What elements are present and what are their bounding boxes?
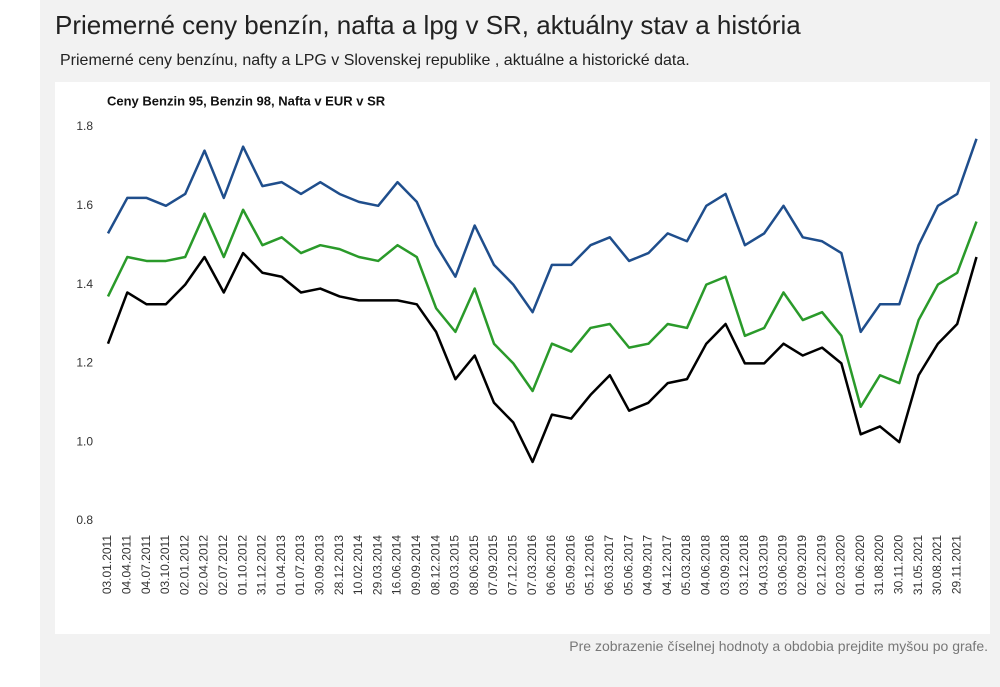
x-tick-label: 31.05.2021 xyxy=(911,535,925,595)
x-tick-label: 07.12.2015 xyxy=(505,535,519,595)
x-tick-label: 02.01.2012 xyxy=(177,535,191,595)
x-tick-label: 04.04.2011 xyxy=(119,535,133,594)
y-tick-label: 1.2 xyxy=(76,356,93,370)
series-line xyxy=(106,208,978,408)
x-tick-label: 04.06.2018 xyxy=(698,535,712,595)
x-tick-label: 07.09.2015 xyxy=(486,535,500,595)
x-tick-label: 05.06.2017 xyxy=(621,535,635,595)
x-tick-label: 03.10.2011 xyxy=(158,535,172,594)
y-tick-label: 1.4 xyxy=(76,277,93,291)
x-tick-label: 08.12.2014 xyxy=(428,535,442,595)
x-tick-label: 04.07.2011 xyxy=(139,535,153,594)
x-tick-label: 09.03.2015 xyxy=(448,535,462,595)
x-tick-label: 05.03.2018 xyxy=(679,535,693,595)
x-tick-label: 31.12.2012 xyxy=(255,535,269,595)
x-tick-label: 03.09.2018 xyxy=(718,535,732,595)
footer-note: Pre zobrazenie číselnej hodnoty a obdobi… xyxy=(569,638,988,654)
x-tick-label: 06.06.2016 xyxy=(544,535,558,595)
series-line xyxy=(106,251,978,464)
x-tick-label: 02.03.2020 xyxy=(834,535,848,595)
page-title: Priemerné ceny benzín, nafta a lpg v SR,… xyxy=(55,10,801,40)
x-tick-label: 16.06.2014 xyxy=(390,535,404,595)
x-tick-label: 01.04.2013 xyxy=(274,535,288,595)
x-tick-label: 07.03.2016 xyxy=(525,535,539,595)
series-line xyxy=(106,138,978,334)
y-tick-label: 1.8 xyxy=(76,119,93,133)
y-tick-label: 0.8 xyxy=(76,513,93,527)
x-tick-label: 03.12.2018 xyxy=(737,535,751,595)
x-tick-label: 29.11.2021 xyxy=(949,535,963,594)
x-tick-label: 28.12.2013 xyxy=(332,535,346,595)
x-tick-label: 03.01.2011 xyxy=(100,535,114,594)
x-tick-label: 01.10.2012 xyxy=(235,535,249,595)
x-tick-label: 02.07.2012 xyxy=(216,535,230,595)
x-tick-label: 30.11.2020 xyxy=(891,535,905,594)
y-tick-label: 1.6 xyxy=(76,198,93,212)
chart-title: Ceny Benzin 95, Benzin 98, Nafta v EUR v… xyxy=(107,93,386,108)
x-tick-label: 02.04.2012 xyxy=(197,535,211,595)
x-tick-label: 04.03.2019 xyxy=(756,535,770,595)
x-tick-label: 30.08.2021 xyxy=(930,535,944,595)
x-tick-label: 04.12.2017 xyxy=(660,535,674,595)
x-tick-label: 01.07.2013 xyxy=(293,535,307,595)
x-tick-label: 02.12.2019 xyxy=(814,535,828,595)
chart: Ceny Benzin 95, Benzin 98, Nafta v EUR v… xyxy=(55,82,990,634)
x-tick-label: 01.06.2020 xyxy=(853,535,867,595)
x-tick-label: 29.03.2014 xyxy=(370,535,384,595)
x-tick-label: 08.06.2015 xyxy=(467,535,481,595)
x-tick-label: 03.06.2019 xyxy=(776,535,790,595)
x-tick-label: 30.09.2013 xyxy=(312,535,326,595)
x-tick-label: 05.09.2016 xyxy=(563,535,577,595)
x-tick-label: 09.09.2014 xyxy=(409,535,423,595)
x-tick-label: 04.09.2017 xyxy=(641,535,655,595)
subtitle: Priemerné ceny benzínu, nafty a LPG v Sl… xyxy=(60,52,690,69)
x-tick-label: 05.12.2016 xyxy=(583,535,597,595)
x-tick-label: 31.08.2020 xyxy=(872,535,886,595)
y-tick-label: 1.0 xyxy=(76,434,93,448)
x-tick-label: 06.03.2017 xyxy=(602,535,616,595)
x-tick-label: 02.09.2019 xyxy=(795,535,809,595)
x-tick-label: 10.02.2014 xyxy=(351,535,365,595)
